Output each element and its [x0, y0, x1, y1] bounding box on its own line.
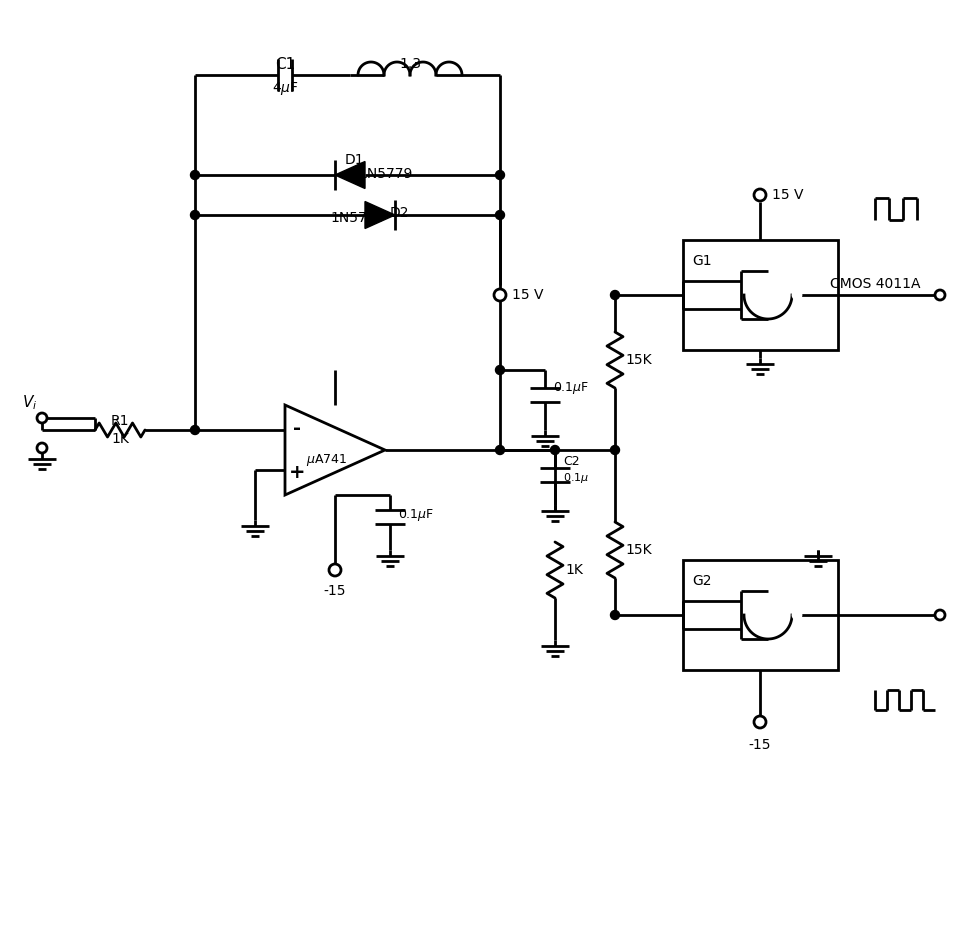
Text: 1.3: 1.3	[399, 57, 421, 71]
Circle shape	[496, 170, 505, 180]
Text: G1: G1	[693, 254, 712, 268]
Text: $V_i$: $V_i$	[22, 393, 38, 412]
Text: 1K: 1K	[565, 563, 582, 577]
Text: CMOS 4011A: CMOS 4011A	[830, 277, 920, 291]
Circle shape	[494, 289, 506, 301]
Circle shape	[37, 413, 47, 423]
Circle shape	[37, 443, 47, 453]
Text: 15 V: 15 V	[512, 288, 543, 302]
Text: 15K: 15K	[625, 543, 652, 557]
Text: $\mu$A741: $\mu$A741	[307, 452, 348, 468]
Text: G2: G2	[693, 574, 712, 588]
Polygon shape	[365, 201, 395, 228]
Text: 1N5779: 1N5779	[358, 167, 412, 181]
Circle shape	[611, 610, 619, 619]
Circle shape	[611, 446, 619, 455]
Text: C2: C2	[563, 455, 580, 468]
Text: 1K: 1K	[111, 432, 129, 446]
Circle shape	[754, 189, 766, 201]
Text: 4$\mu$F: 4$\mu$F	[272, 80, 298, 97]
Circle shape	[496, 366, 505, 374]
Text: 0.1$\mu$F: 0.1$\mu$F	[553, 380, 589, 396]
Text: 0.1$\mu$F: 0.1$\mu$F	[398, 507, 434, 523]
Circle shape	[496, 211, 505, 220]
Circle shape	[935, 290, 945, 300]
Text: 1N5779: 1N5779	[330, 211, 385, 225]
Circle shape	[935, 610, 945, 620]
Polygon shape	[335, 162, 365, 189]
Text: R1: R1	[111, 414, 130, 428]
Text: 0.1$\mu$: 0.1$\mu$	[563, 471, 589, 485]
Text: D2: D2	[390, 206, 409, 220]
Circle shape	[191, 170, 200, 180]
Text: C1: C1	[275, 57, 295, 72]
Circle shape	[793, 291, 801, 299]
Text: -15: -15	[749, 738, 771, 752]
Text: -15: -15	[323, 584, 346, 598]
Circle shape	[191, 426, 200, 434]
Text: +: +	[288, 462, 305, 481]
Circle shape	[550, 446, 559, 455]
Circle shape	[329, 564, 341, 576]
Text: 15K: 15K	[625, 353, 652, 367]
Bar	[683, 240, 838, 350]
Circle shape	[496, 446, 505, 455]
Circle shape	[793, 611, 801, 619]
Bar	[683, 560, 838, 670]
Circle shape	[191, 211, 200, 220]
Text: -: -	[293, 418, 301, 437]
Text: 15 V: 15 V	[772, 188, 804, 202]
Circle shape	[611, 290, 619, 300]
Circle shape	[754, 716, 766, 728]
Text: D1: D1	[345, 153, 364, 167]
